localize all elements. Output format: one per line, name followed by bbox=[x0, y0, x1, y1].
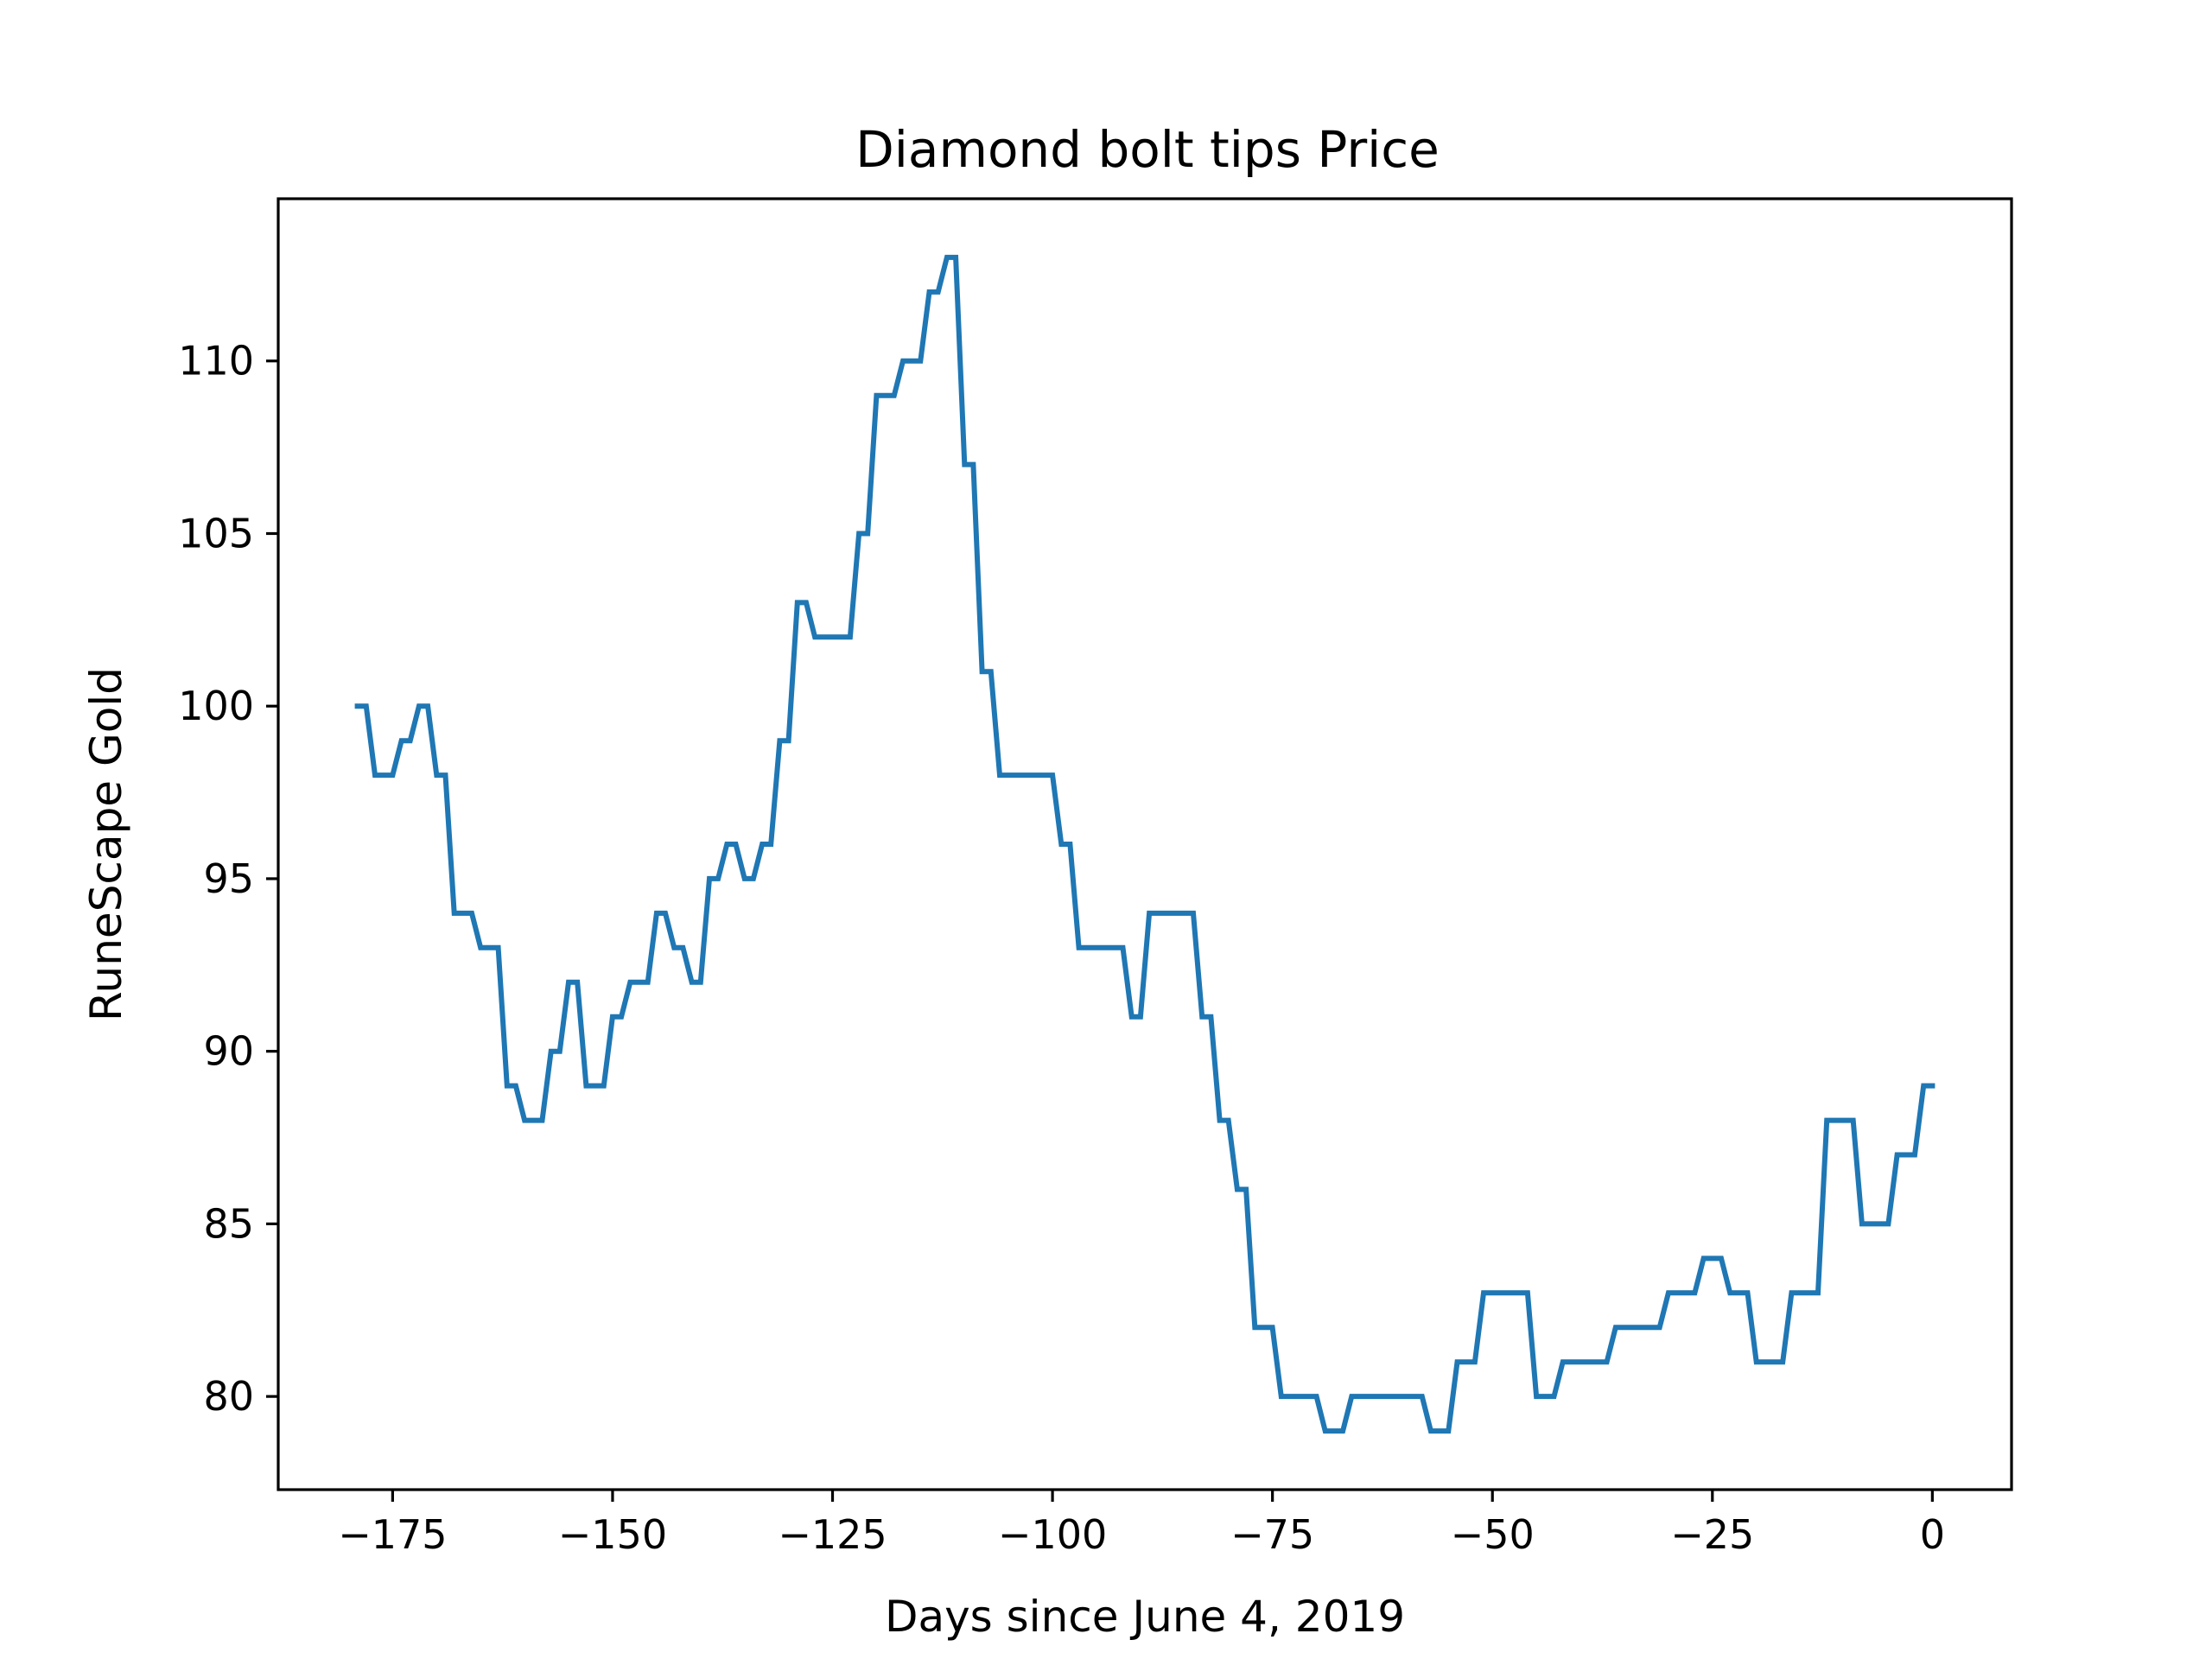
y-axis-label: RuneScape Gold bbox=[81, 667, 131, 1021]
y-tick-label: 80 bbox=[203, 1373, 254, 1420]
x-tick-label: −175 bbox=[338, 1511, 447, 1558]
y-tick-label: 85 bbox=[203, 1200, 254, 1247]
axes-frame bbox=[276, 197, 2013, 1491]
plot-area bbox=[276, 197, 2013, 1491]
x-tick-label: −25 bbox=[1670, 1511, 1754, 1558]
x-axis: −175 −150 −125 −100 −75 −50 −25 0 bbox=[338, 1490, 1945, 1558]
x-tick-label: −50 bbox=[1451, 1511, 1535, 1558]
y-tick-label: 95 bbox=[203, 855, 254, 902]
x-tick-label: −150 bbox=[558, 1511, 667, 1558]
y-tick-label: 90 bbox=[203, 1028, 254, 1075]
x-tick-label: 0 bbox=[1920, 1511, 1945, 1558]
x-tick-label: −125 bbox=[778, 1511, 887, 1558]
x-axis-label: Days since June 4, 2019 bbox=[885, 1592, 1405, 1642]
y-tick-label: 105 bbox=[178, 510, 254, 556]
x-tick-label: −100 bbox=[998, 1511, 1107, 1558]
y-tick-label: 100 bbox=[178, 683, 254, 729]
y-tick-label: 110 bbox=[178, 338, 254, 385]
price-series-line bbox=[354, 254, 1936, 1434]
y-axis: 80 85 90 95 100 105 110 bbox=[178, 338, 278, 1420]
chart-title: Diamond bolt tips Price bbox=[855, 120, 1440, 179]
x-tick-label: −75 bbox=[1230, 1511, 1314, 1558]
